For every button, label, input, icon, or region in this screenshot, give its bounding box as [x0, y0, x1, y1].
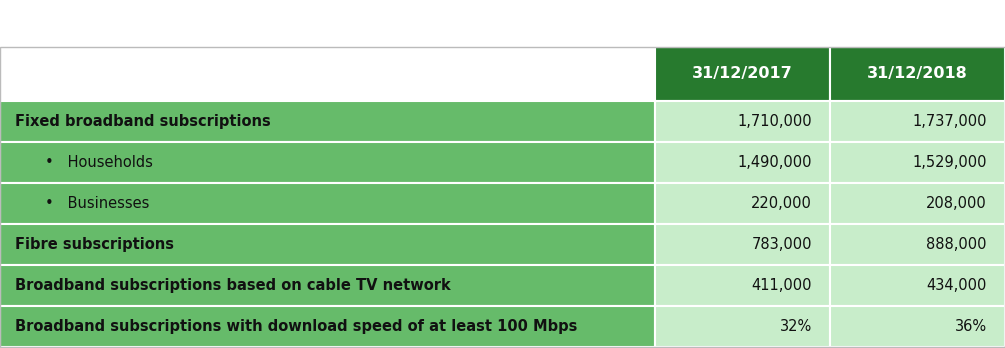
Text: 36%: 36%	[955, 319, 987, 334]
Bar	[830, 306, 1005, 347]
Text: 411,000: 411,000	[752, 278, 812, 293]
Bar	[830, 265, 1005, 306]
Bar	[0, 265, 655, 306]
Bar	[655, 142, 830, 183]
Bar	[655, 265, 830, 306]
Bar	[655, 183, 830, 224]
Bar	[0, 47, 655, 101]
Bar	[0, 142, 655, 183]
Text: Broadband subscriptions based on cable TV network: Broadband subscriptions based on cable T…	[15, 278, 451, 293]
Text: 208,000: 208,000	[927, 196, 987, 211]
Bar	[655, 101, 830, 142]
Bar	[830, 224, 1005, 265]
Bar	[655, 306, 830, 347]
Text: Fibre subscriptions: Fibre subscriptions	[15, 237, 174, 252]
Bar	[830, 47, 1005, 101]
Text: 220,000: 220,000	[751, 196, 812, 211]
Text: •   Households: • Households	[45, 155, 153, 170]
Bar	[655, 47, 830, 101]
Bar	[0, 224, 655, 265]
Bar	[830, 101, 1005, 142]
Bar	[830, 142, 1005, 183]
Text: •   Businesses: • Businesses	[45, 196, 150, 211]
Bar	[655, 224, 830, 265]
Text: 1,490,000: 1,490,000	[738, 155, 812, 170]
Text: Broadband subscriptions with download speed of at least 100 Mbps: Broadband subscriptions with download sp…	[15, 319, 578, 334]
Text: 1,737,000: 1,737,000	[913, 114, 987, 129]
Text: 1,529,000: 1,529,000	[913, 155, 987, 170]
Text: 1,710,000: 1,710,000	[738, 114, 812, 129]
Bar	[0, 47, 1005, 347]
Text: 32%: 32%	[780, 319, 812, 334]
Text: 888,000: 888,000	[927, 237, 987, 252]
Bar	[0, 183, 655, 224]
Bar	[0, 101, 655, 142]
Text: 31/12/2018: 31/12/2018	[867, 66, 968, 81]
Bar	[0, 306, 655, 347]
Bar	[830, 183, 1005, 224]
Text: 434,000: 434,000	[927, 278, 987, 293]
Text: Fixed broadband subscriptions: Fixed broadband subscriptions	[15, 114, 270, 129]
Text: 31/12/2017: 31/12/2017	[692, 66, 793, 81]
Text: 783,000: 783,000	[752, 237, 812, 252]
